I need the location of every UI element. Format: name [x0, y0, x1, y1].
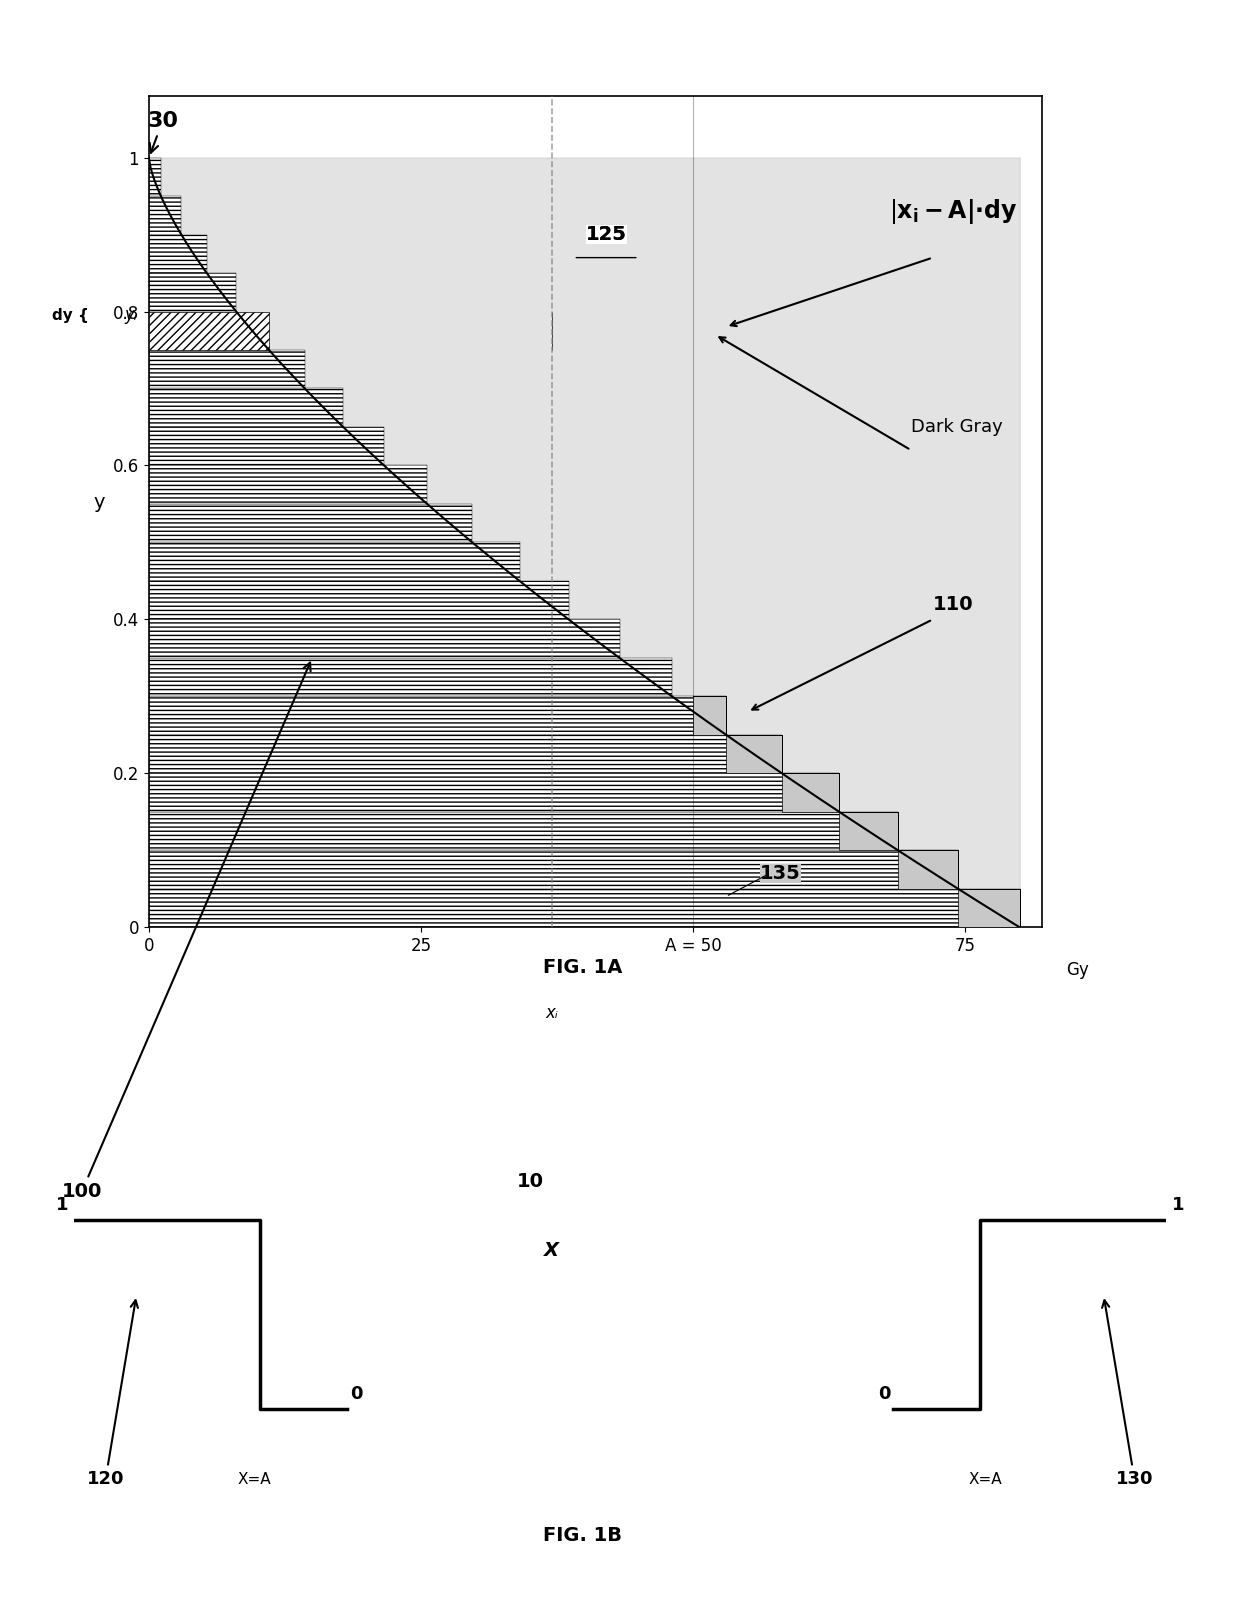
Bar [782, 774, 839, 812]
Bar [149, 273, 236, 312]
Bar [149, 657, 672, 697]
Bar [149, 158, 161, 197]
Text: 1: 1 [56, 1196, 68, 1214]
Text: FIG. 1A: FIG. 1A [543, 958, 622, 977]
Bar [149, 235, 207, 273]
Text: xᵢ: xᵢ [546, 1004, 558, 1022]
Text: 130: 130 [1102, 1300, 1153, 1489]
Y-axis label: y: y [93, 492, 104, 512]
Bar [149, 465, 427, 504]
Text: X=A: X=A [237, 1473, 272, 1487]
Bar [149, 697, 727, 736]
Text: 10: 10 [516, 1172, 543, 1191]
Text: X: X [544, 1241, 559, 1260]
Bar [149, 774, 839, 812]
Bar [959, 889, 1019, 927]
Bar [149, 851, 959, 889]
Bar [149, 736, 782, 774]
Text: 135: 135 [760, 863, 801, 883]
Text: dy {: dy { [52, 309, 89, 323]
Bar [839, 812, 898, 851]
Text: 120: 120 [87, 1300, 138, 1489]
Text: X=A: X=A [968, 1473, 1003, 1487]
X-axis label: Gy: Gy [1066, 961, 1089, 979]
Bar [149, 889, 1019, 927]
Text: Dark Gray: Dark Gray [911, 417, 1003, 437]
Text: 125: 125 [585, 225, 626, 245]
Bar [149, 812, 898, 851]
Text: FIG. 1B: FIG. 1B [543, 1525, 622, 1545]
Text: 100: 100 [62, 662, 310, 1201]
Text: 0: 0 [878, 1385, 890, 1404]
Bar [149, 619, 620, 657]
Bar [149, 542, 520, 580]
Text: yᵢ: yᵢ [125, 307, 138, 325]
Bar [149, 580, 569, 619]
Bar [693, 697, 727, 736]
Bar [149, 504, 472, 542]
Text: 30: 30 [148, 110, 179, 154]
Bar [149, 427, 384, 465]
Bar [727, 736, 782, 774]
Text: 1: 1 [1172, 1196, 1184, 1214]
Text: $|\mathbf{x_i - A|{\cdot}dy}$: $|\mathbf{x_i - A|{\cdot}dy}$ [889, 197, 1018, 225]
Bar [149, 197, 181, 235]
Bar [898, 851, 959, 889]
Bar [149, 350, 305, 389]
Text: 110: 110 [932, 595, 973, 614]
Bar [149, 389, 343, 427]
Text: 125: 125 [585, 225, 626, 245]
Text: 0: 0 [350, 1385, 362, 1404]
Bar [149, 312, 269, 350]
